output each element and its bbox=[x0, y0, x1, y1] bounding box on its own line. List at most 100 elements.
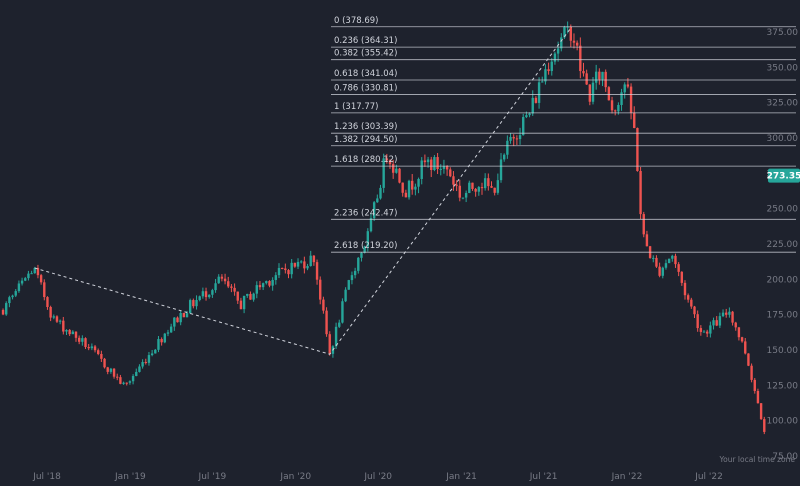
candle bbox=[214, 278, 217, 293]
candle bbox=[512, 134, 515, 147]
candle bbox=[287, 269, 290, 279]
candle bbox=[699, 325, 703, 336]
fib-level[interactable]: 0.786 (330.81) bbox=[331, 83, 796, 95]
candle bbox=[109, 367, 113, 374]
candle bbox=[68, 329, 71, 337]
fib-level[interactable]: 2.618 (219.20) bbox=[331, 241, 796, 253]
candle bbox=[506, 135, 509, 159]
candle bbox=[563, 25, 566, 39]
fib-level[interactable]: 1.618 (280.12) bbox=[331, 155, 796, 167]
candle bbox=[360, 251, 363, 262]
candle bbox=[128, 380, 132, 385]
candle bbox=[753, 377, 756, 394]
candle bbox=[8, 295, 11, 308]
trend-path[interactable] bbox=[34, 26, 573, 355]
candle bbox=[223, 273, 227, 285]
candle bbox=[195, 295, 198, 310]
candle bbox=[141, 359, 144, 369]
candle bbox=[725, 308, 728, 318]
candle bbox=[471, 182, 474, 191]
candle bbox=[680, 271, 684, 286]
candle bbox=[14, 289, 17, 298]
candle bbox=[192, 298, 195, 309]
candle bbox=[458, 179, 461, 202]
candle bbox=[24, 276, 27, 282]
candle bbox=[268, 280, 271, 288]
candle bbox=[322, 296, 325, 314]
candle bbox=[610, 96, 614, 114]
fib-level[interactable]: 1.236 (303.39) bbox=[331, 122, 796, 134]
candle bbox=[407, 179, 411, 200]
candle bbox=[537, 77, 541, 109]
candle bbox=[661, 266, 664, 279]
last-price-badge: 273.35 bbox=[767, 168, 800, 183]
candle bbox=[740, 336, 744, 343]
fib-level-label: 2.236 (242.47) bbox=[334, 208, 397, 218]
candle bbox=[515, 135, 519, 145]
candle bbox=[239, 297, 243, 310]
candle bbox=[445, 165, 449, 176]
candle bbox=[490, 181, 493, 188]
candle bbox=[135, 368, 138, 377]
candle bbox=[569, 24, 573, 48]
candle bbox=[90, 343, 94, 351]
candle bbox=[249, 291, 252, 300]
candle bbox=[204, 287, 208, 301]
x-tick-label: Jul '21 bbox=[529, 472, 558, 482]
candle bbox=[233, 283, 236, 296]
candle bbox=[629, 83, 633, 120]
candle bbox=[522, 113, 525, 136]
candle bbox=[734, 321, 737, 331]
fib-level[interactable]: 0.382 (355.42) bbox=[331, 49, 796, 61]
candle bbox=[433, 154, 436, 172]
fib-level[interactable]: 1 (317.77) bbox=[331, 102, 796, 114]
candle bbox=[566, 21, 569, 34]
candle bbox=[464, 190, 468, 203]
candle bbox=[601, 71, 604, 87]
candle bbox=[1, 308, 5, 316]
candle bbox=[265, 280, 268, 285]
fib-level[interactable]: 0.618 (341.04) bbox=[331, 69, 796, 81]
time-axis: Jul '18 Jan '19 Jul '19 Jan '20 Jul '20 Jan '… bbox=[32, 455, 795, 482]
candle bbox=[534, 96, 538, 104]
candle bbox=[176, 316, 179, 323]
candle bbox=[560, 33, 563, 52]
fib-level[interactable]: 0 (378.69) bbox=[331, 16, 796, 28]
candle bbox=[217, 274, 220, 284]
candle bbox=[369, 212, 373, 233]
fib-level[interactable]: 2.236 (242.47) bbox=[331, 208, 796, 220]
candle bbox=[97, 348, 100, 356]
candle bbox=[271, 277, 274, 291]
candle bbox=[315, 259, 319, 285]
x-tick-label: Jan '19 bbox=[114, 472, 146, 482]
candle bbox=[411, 174, 414, 195]
candle bbox=[496, 173, 500, 195]
candle bbox=[131, 374, 135, 385]
candle bbox=[328, 331, 331, 356]
candle bbox=[423, 154, 427, 167]
candle bbox=[201, 287, 205, 299]
candle bbox=[296, 258, 300, 270]
candle bbox=[763, 416, 766, 435]
candle bbox=[420, 157, 423, 185]
timezone-label[interactable]: Your local time zone bbox=[719, 455, 796, 464]
candle bbox=[30, 270, 33, 275]
candle bbox=[544, 64, 547, 85]
fib-level[interactable]: 0.236 (364.31) bbox=[331, 36, 796, 48]
candle bbox=[585, 69, 588, 85]
fib-level[interactable]: 1.382 (294.50) bbox=[331, 135, 796, 147]
y-tick-label: 100.00 bbox=[767, 417, 799, 427]
candle bbox=[246, 293, 249, 298]
x-tick-label: Jul '20 bbox=[363, 472, 392, 482]
candle bbox=[655, 255, 658, 268]
candle bbox=[341, 298, 344, 324]
candle bbox=[474, 187, 477, 197]
candle bbox=[430, 156, 433, 178]
candle bbox=[71, 330, 75, 335]
candle bbox=[502, 153, 506, 162]
candle bbox=[642, 211, 645, 238]
candle bbox=[598, 68, 601, 85]
fib-level-label: 1.382 (294.50) bbox=[334, 135, 397, 145]
